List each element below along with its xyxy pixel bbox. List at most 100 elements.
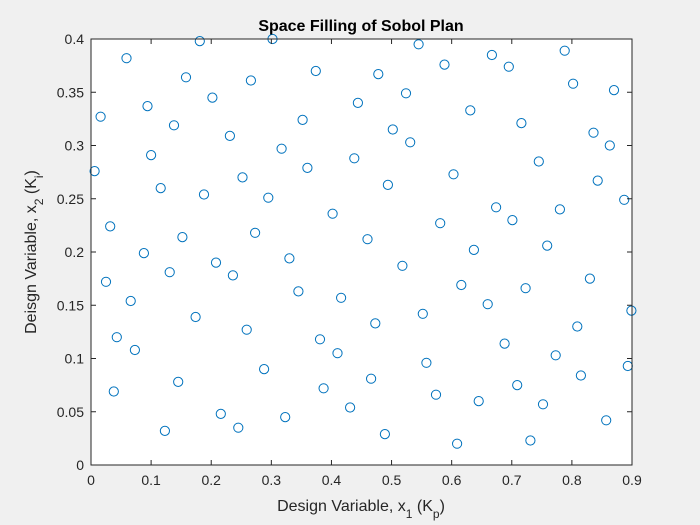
data-point (619, 194, 630, 205)
y-tick-label: 0.15 (57, 297, 84, 313)
x-tick-label: 0.4 (322, 472, 342, 488)
x-tick-label: 0.3 (262, 472, 282, 488)
data-point (210, 257, 222, 268)
data-point (245, 75, 256, 86)
data-point (327, 208, 338, 219)
data-point (259, 364, 270, 375)
y-axis-label-mid: (K (23, 178, 40, 199)
data-point (207, 92, 218, 103)
chart-title: Space Filling of Sobol Plan (258, 18, 463, 35)
data-point (456, 279, 467, 291)
data-point (173, 376, 184, 387)
x-axis-label: Design Variable, x1 (Kp) (277, 498, 445, 521)
data-point (439, 59, 450, 70)
data-point (108, 386, 119, 397)
data-point (111, 332, 122, 343)
x-tick-label: 0 (87, 472, 95, 488)
data-point (533, 156, 544, 167)
data-point (572, 321, 583, 332)
data-point (129, 344, 140, 356)
data-point (604, 140, 615, 151)
data-point (542, 240, 553, 251)
data-point (198, 189, 210, 200)
x-tick-label: 0.1 (141, 472, 161, 488)
data-point (370, 318, 381, 329)
data-point (314, 334, 326, 345)
data-point (284, 253, 295, 264)
data-point (465, 105, 476, 116)
data-point (227, 270, 238, 281)
data-point (482, 299, 493, 310)
x-axis-label-prefix: Design Variable, x (277, 498, 406, 515)
data-point (190, 311, 201, 323)
y-tick-label: 0.2 (65, 244, 85, 260)
data-point (626, 305, 637, 316)
data-point (180, 72, 192, 83)
y-tick-label: 0.25 (57, 191, 84, 207)
y-axis-ticks: 0 0.05 0.1 0.15 0.2 0.25 0.3 0.35 0.4 (57, 31, 632, 473)
x-axis-label-subscript-2: p (433, 507, 440, 521)
data-point (159, 425, 170, 436)
data-point (164, 267, 175, 278)
data-point (516, 118, 527, 129)
data-point (559, 45, 570, 56)
data-point (177, 232, 188, 243)
data-point (379, 429, 390, 440)
data-point (405, 137, 416, 148)
data-point (332, 348, 343, 359)
data-point (142, 101, 153, 112)
data-point (537, 399, 549, 410)
data-point (473, 396, 484, 407)
y-tick-label: 0.05 (57, 404, 84, 420)
y-tick-label: 0.35 (57, 84, 84, 100)
x-axis-ticks: 0 0.1 0.2 0.3 0.4 0.5 0.6 0.7 0.8 0.9 (87, 39, 642, 488)
x-tick-label: 0.7 (502, 472, 522, 488)
data-point (387, 124, 398, 135)
data-point (297, 114, 308, 126)
x-tick-label: 0.2 (201, 472, 221, 488)
data-point (233, 422, 244, 433)
data-point (138, 248, 149, 259)
y-tick-label: 0.4 (65, 31, 85, 47)
data-point (146, 150, 157, 161)
data-point (568, 78, 579, 89)
data-point (588, 127, 599, 138)
y-axis-label: Deisgn Variable, x2 (Ki) (23, 170, 46, 334)
data-point (575, 370, 587, 381)
data-point (550, 350, 561, 361)
axes-background (91, 39, 632, 465)
data-point (345, 402, 356, 413)
data-point (382, 179, 393, 190)
data-point (95, 111, 106, 122)
y-axis-label-suffix: ) (23, 170, 40, 175)
data-point (194, 36, 205, 47)
data-point (293, 286, 304, 297)
data-point (349, 153, 360, 164)
x-axis-label-subscript: 1 (406, 507, 413, 521)
data-point (608, 85, 620, 96)
data-point (168, 120, 180, 131)
y-tick-label: 0.3 (65, 138, 85, 154)
data-point (525, 435, 536, 446)
data-point (263, 192, 274, 203)
y-axis-label-prefix: Deisgn Variable, x (23, 205, 40, 334)
data-point (105, 221, 116, 232)
data-point (366, 373, 377, 384)
data-point (155, 183, 166, 194)
data-point (310, 65, 321, 77)
data-point (486, 49, 497, 61)
data-point (215, 408, 226, 419)
x-tick-label: 0.5 (382, 472, 402, 488)
y-axis-label-subscript: 2 (32, 198, 46, 205)
data-point (435, 218, 446, 229)
data-point (125, 295, 136, 307)
data-point (362, 234, 373, 245)
data-point (373, 69, 384, 80)
data-point (352, 97, 363, 109)
x-tick-label: 0.8 (562, 472, 582, 488)
y-tick-label: 0 (76, 457, 84, 473)
data-point (397, 260, 408, 271)
data-point (89, 166, 100, 177)
